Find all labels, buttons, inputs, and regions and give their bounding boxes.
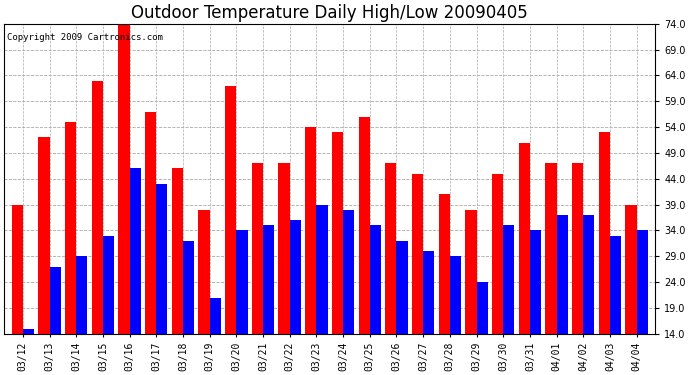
Bar (65, 122, 76, 334)
Bar (572, 163, 583, 334)
Bar (252, 163, 263, 334)
Bar (477, 282, 488, 334)
Bar (610, 236, 621, 334)
Bar (39, 137, 50, 334)
Bar (119, 24, 130, 334)
Bar (130, 168, 141, 334)
Bar (23, 328, 34, 334)
Bar (199, 210, 210, 334)
Bar (545, 163, 557, 334)
Bar (503, 225, 515, 334)
Bar (290, 220, 301, 334)
Bar (305, 127, 317, 334)
Bar (519, 142, 530, 334)
Bar (172, 168, 183, 334)
Bar (492, 174, 503, 334)
Bar (397, 241, 408, 334)
Bar (583, 215, 595, 334)
Bar (103, 236, 114, 334)
Bar (385, 163, 397, 334)
Bar (92, 81, 103, 334)
Bar (530, 231, 541, 334)
Bar (225, 86, 237, 334)
Bar (359, 117, 370, 334)
Bar (183, 241, 194, 334)
Bar (625, 205, 637, 334)
Bar (370, 225, 381, 334)
Bar (50, 267, 61, 334)
Bar (343, 210, 354, 334)
Text: Copyright 2009 Cartronics.com: Copyright 2009 Cartronics.com (8, 33, 164, 42)
Bar (156, 184, 168, 334)
Bar (210, 298, 221, 334)
Bar (145, 112, 156, 334)
Bar (423, 251, 434, 334)
Bar (263, 225, 274, 334)
Bar (465, 210, 477, 334)
Bar (12, 205, 23, 334)
Bar (637, 231, 648, 334)
Bar (557, 215, 568, 334)
Bar (450, 256, 461, 334)
Bar (412, 174, 423, 334)
Bar (599, 132, 610, 334)
Bar (76, 256, 88, 334)
Bar (332, 132, 343, 334)
Bar (439, 194, 450, 334)
Title: Outdoor Temperature Daily High/Low 20090405: Outdoor Temperature Daily High/Low 20090… (131, 4, 528, 22)
Bar (317, 205, 328, 334)
Bar (237, 231, 248, 334)
Bar (279, 163, 290, 334)
